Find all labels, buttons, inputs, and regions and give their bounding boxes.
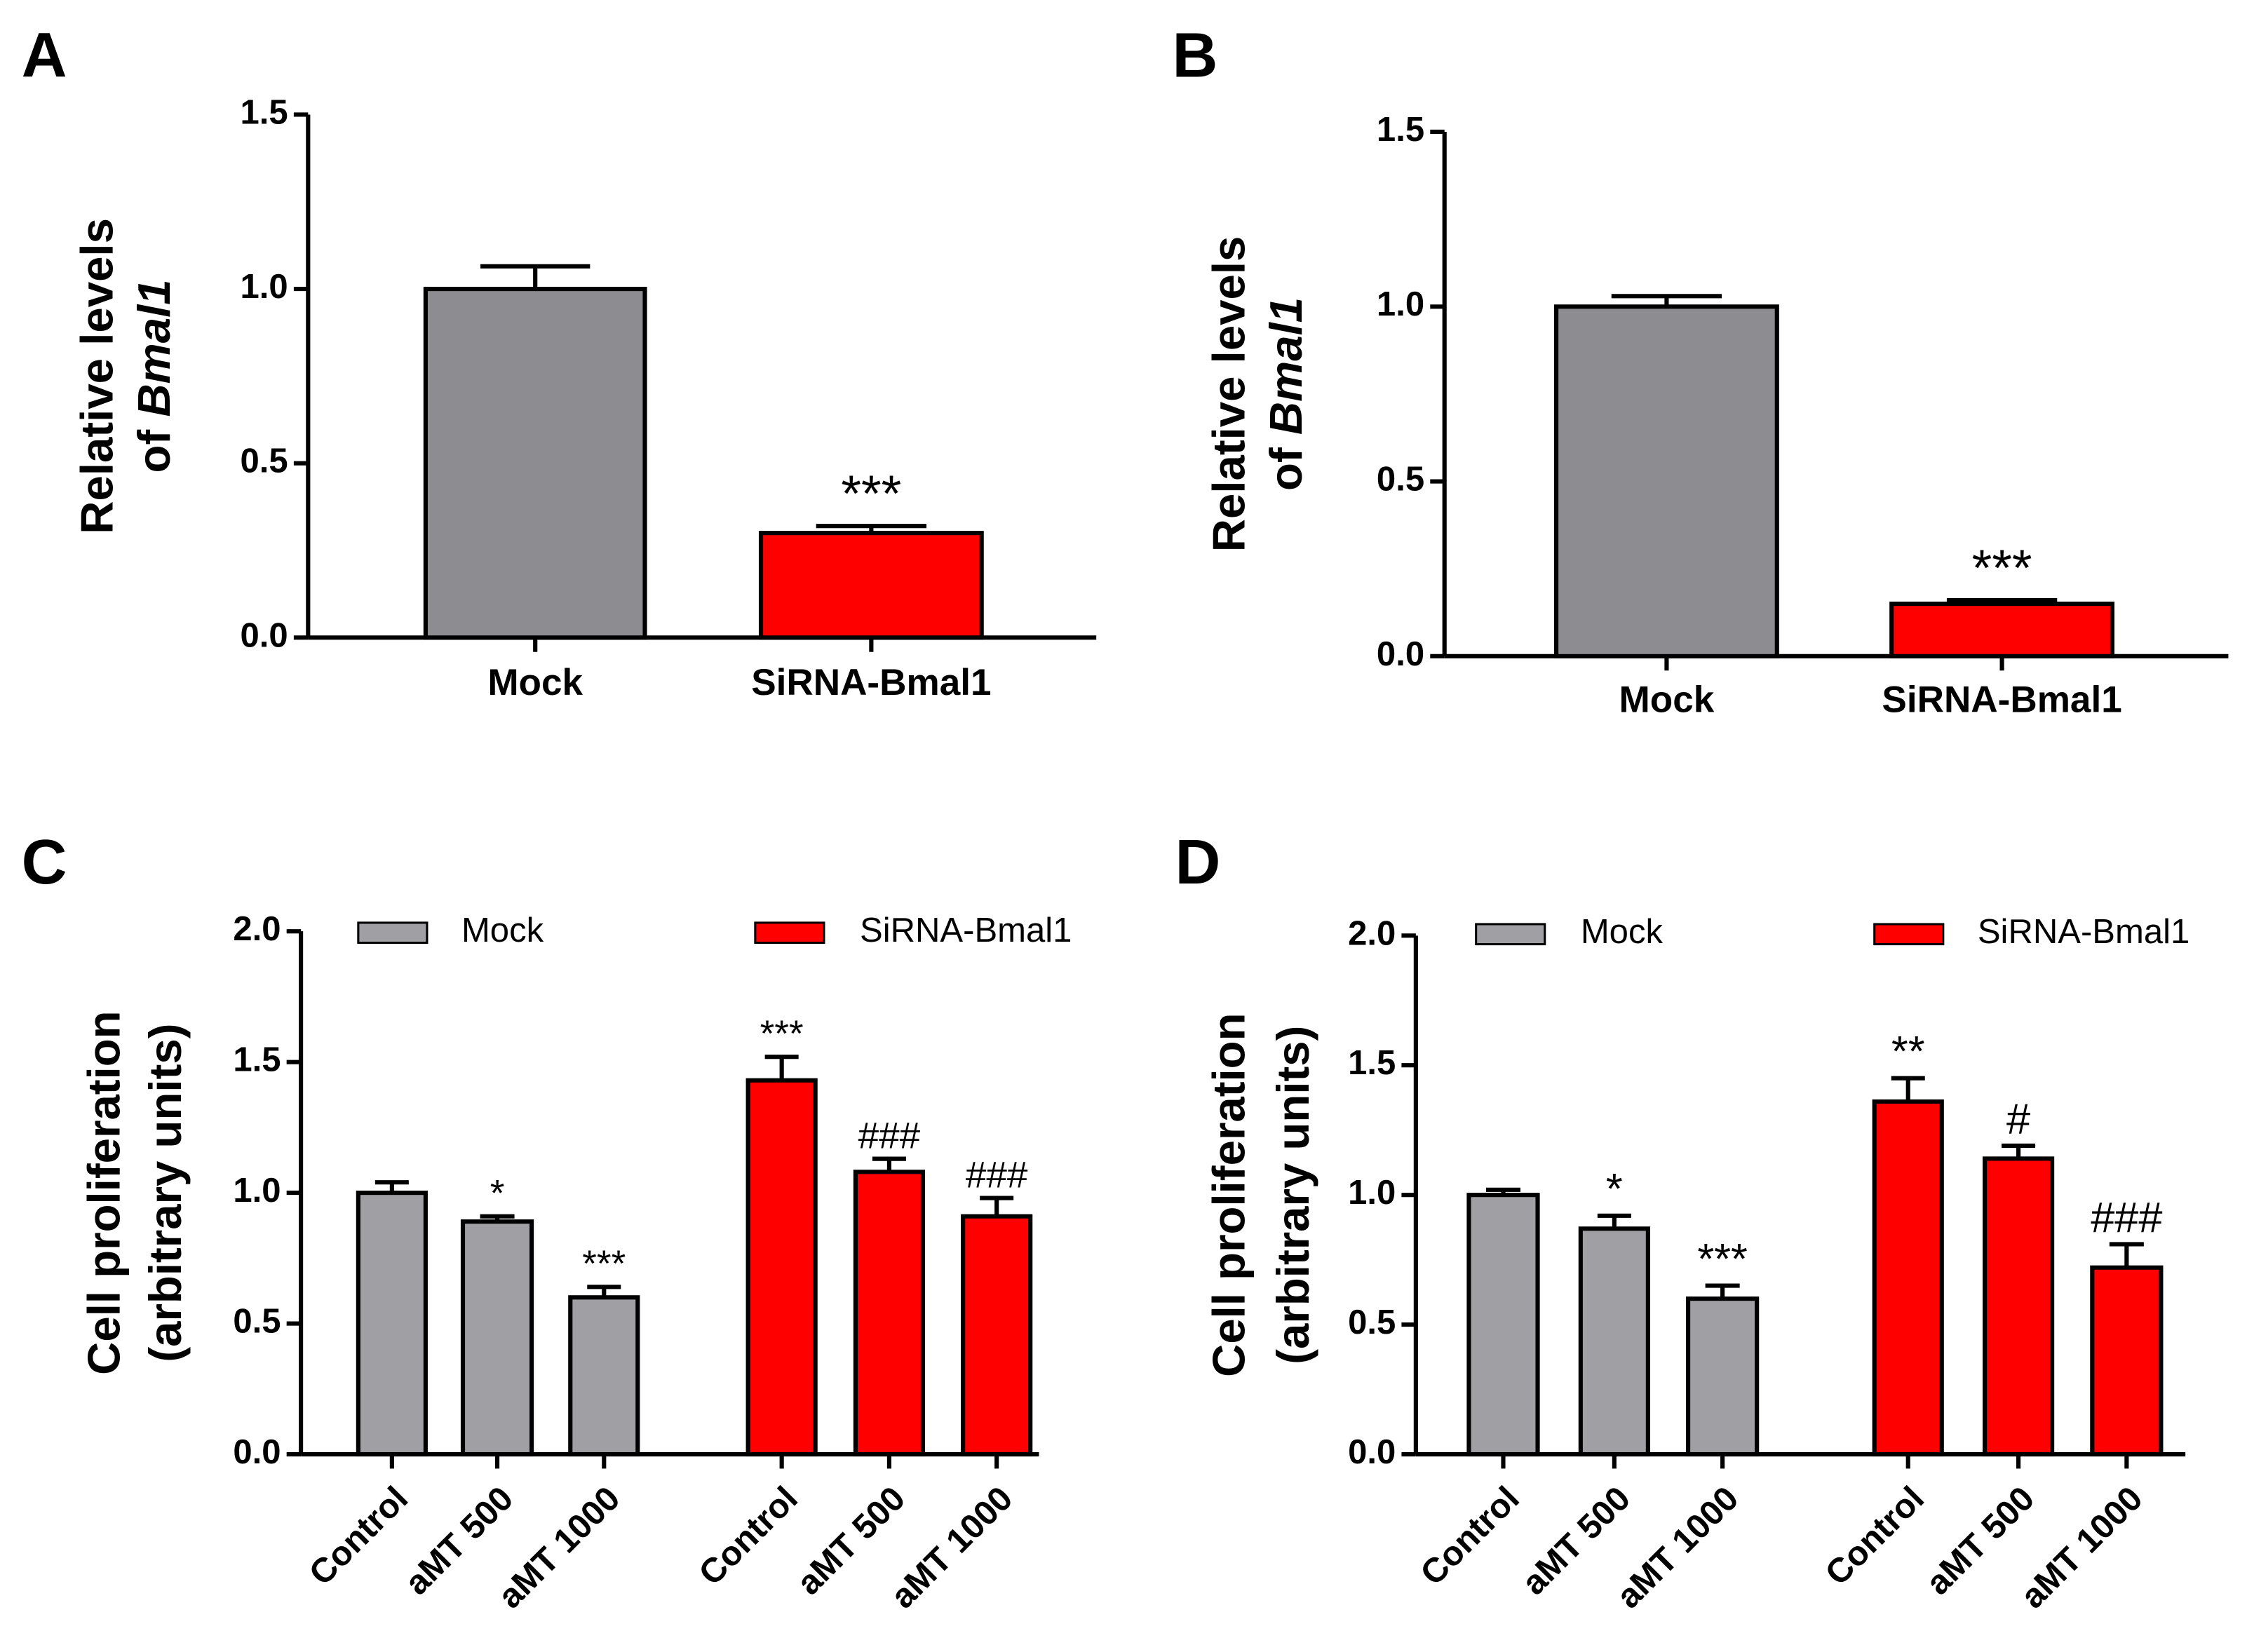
bar xyxy=(758,531,984,640)
bar xyxy=(961,1214,1033,1457)
y-tick-label: 0.5 xyxy=(233,1303,281,1341)
legend-swatch xyxy=(1475,923,1546,946)
y-tick-label: 0.0 xyxy=(233,1433,281,1471)
error-bar xyxy=(374,1180,409,1193)
significance-label: * xyxy=(490,1172,505,1214)
panel-label: B xyxy=(1172,21,1217,91)
error-bar xyxy=(1611,294,1722,307)
x-tick-label: Mock xyxy=(487,662,583,703)
x-tick-label: Control xyxy=(692,1480,805,1592)
significance-label: # xyxy=(2006,1095,2030,1142)
error-bar xyxy=(2109,1242,2144,1268)
y-tick-label: 1.0 xyxy=(1377,285,1424,323)
error-bar xyxy=(1891,1076,1925,1102)
y-tick-label: 2.0 xyxy=(1348,914,1396,952)
y-tick-label: 2.0 xyxy=(233,910,281,948)
error-bar xyxy=(980,1196,1014,1217)
bar xyxy=(853,1170,925,1457)
significance-label: *** xyxy=(582,1243,626,1285)
panel-label: D xyxy=(1175,827,1221,898)
significance-label: *** xyxy=(841,464,901,522)
y-tick-label: 1.0 xyxy=(241,268,288,306)
y-axis-label: of Bmal1 xyxy=(128,279,180,473)
significance-label: ### xyxy=(966,1154,1028,1196)
bar xyxy=(1686,1296,1760,1457)
significance-label: ### xyxy=(2091,1193,2162,1241)
error-bar xyxy=(1705,1283,1740,1299)
x-tick-label: Mock xyxy=(1619,679,1715,720)
legend-label: SiRNA-Bmal1 xyxy=(860,912,1072,949)
bar xyxy=(568,1295,640,1457)
legend-label: Mock xyxy=(1581,913,1664,951)
legend-swatch xyxy=(754,921,825,945)
error-bar xyxy=(2002,1143,2036,1159)
y-tick-label: 1.5 xyxy=(233,1041,281,1079)
y-axis-label: Relative levels xyxy=(1203,236,1255,553)
bar xyxy=(1578,1226,1650,1457)
significance-label: ### xyxy=(858,1115,921,1156)
y-axis-label: Cell proliferation xyxy=(1203,1013,1255,1376)
y-tick-label: 1.0 xyxy=(233,1172,281,1210)
significance-label: *** xyxy=(1972,539,2032,597)
y-tick-label: 1.0 xyxy=(1348,1174,1396,1212)
y-tick-label: 0.0 xyxy=(241,616,288,654)
significance-label: *** xyxy=(1697,1235,1748,1282)
bar xyxy=(1554,304,1779,658)
error-bar xyxy=(872,1156,906,1172)
error-bar xyxy=(1946,598,2058,604)
y-axis-label-part: of xyxy=(1260,447,1311,491)
x-tick-label: SiRNA-Bmal1 xyxy=(1882,679,2121,720)
bar xyxy=(2090,1265,2164,1457)
y-tick-label: 0.5 xyxy=(1348,1304,1396,1341)
y-tick-label: 0.5 xyxy=(1377,461,1424,499)
y-axis-label-part: of xyxy=(128,430,180,473)
y-axis-label: Relative levels xyxy=(71,218,122,534)
legend-swatch xyxy=(1873,923,1945,946)
error-bar xyxy=(816,524,927,534)
y-tick-label: 0.0 xyxy=(1348,1433,1396,1471)
significance-label: *** xyxy=(760,1013,804,1055)
legend-label: SiRNA-Bmal1 xyxy=(1978,913,2189,951)
bar xyxy=(1872,1099,1944,1457)
y-axis-label-italic: Bmal1 xyxy=(128,279,180,417)
panel-label: C xyxy=(22,827,67,898)
y-axis-label: (arbitrary units) xyxy=(1268,1026,1319,1365)
y-axis-label-part: (arbitrary units) xyxy=(1268,1026,1319,1365)
y-tick-label: 0.5 xyxy=(241,442,288,480)
legend-swatch xyxy=(357,921,429,945)
significance-label: * xyxy=(1606,1165,1623,1212)
y-tick-label: 0.0 xyxy=(1377,635,1424,673)
bar xyxy=(423,287,647,640)
x-tick-label: Control xyxy=(1818,1480,1931,1592)
error-bar xyxy=(1597,1213,1631,1229)
significance-label: ** xyxy=(1891,1027,1925,1075)
error-bar xyxy=(480,264,591,290)
y-axis-label: of Bmal1 xyxy=(1260,297,1311,491)
bar xyxy=(1889,602,2114,658)
error-bar xyxy=(764,1055,799,1081)
x-tick-label: Control xyxy=(1413,1480,1526,1592)
y-axis-label: Cell proliferation xyxy=(79,1010,130,1374)
y-tick-label: 1.5 xyxy=(1377,111,1424,149)
y-axis-label-italic: Bmal1 xyxy=(1260,297,1311,435)
y-tick-label: 1.5 xyxy=(1348,1044,1396,1082)
bar xyxy=(356,1191,428,1457)
bar xyxy=(745,1078,818,1457)
legend-label: Mock xyxy=(461,912,544,949)
error-bar xyxy=(1485,1187,1521,1196)
error-bar xyxy=(480,1214,515,1222)
bar xyxy=(460,1219,534,1457)
bar xyxy=(1466,1193,1540,1457)
y-axis-label: (arbitrary units) xyxy=(140,1024,191,1362)
y-axis-label-part: (arbitrary units) xyxy=(140,1024,191,1362)
error-bar xyxy=(587,1285,621,1298)
x-tick-label: SiRNA-Bmal1 xyxy=(751,662,991,703)
y-tick-label: 1.5 xyxy=(241,93,288,131)
panel-label: A xyxy=(22,21,67,91)
bar xyxy=(1982,1156,2055,1457)
